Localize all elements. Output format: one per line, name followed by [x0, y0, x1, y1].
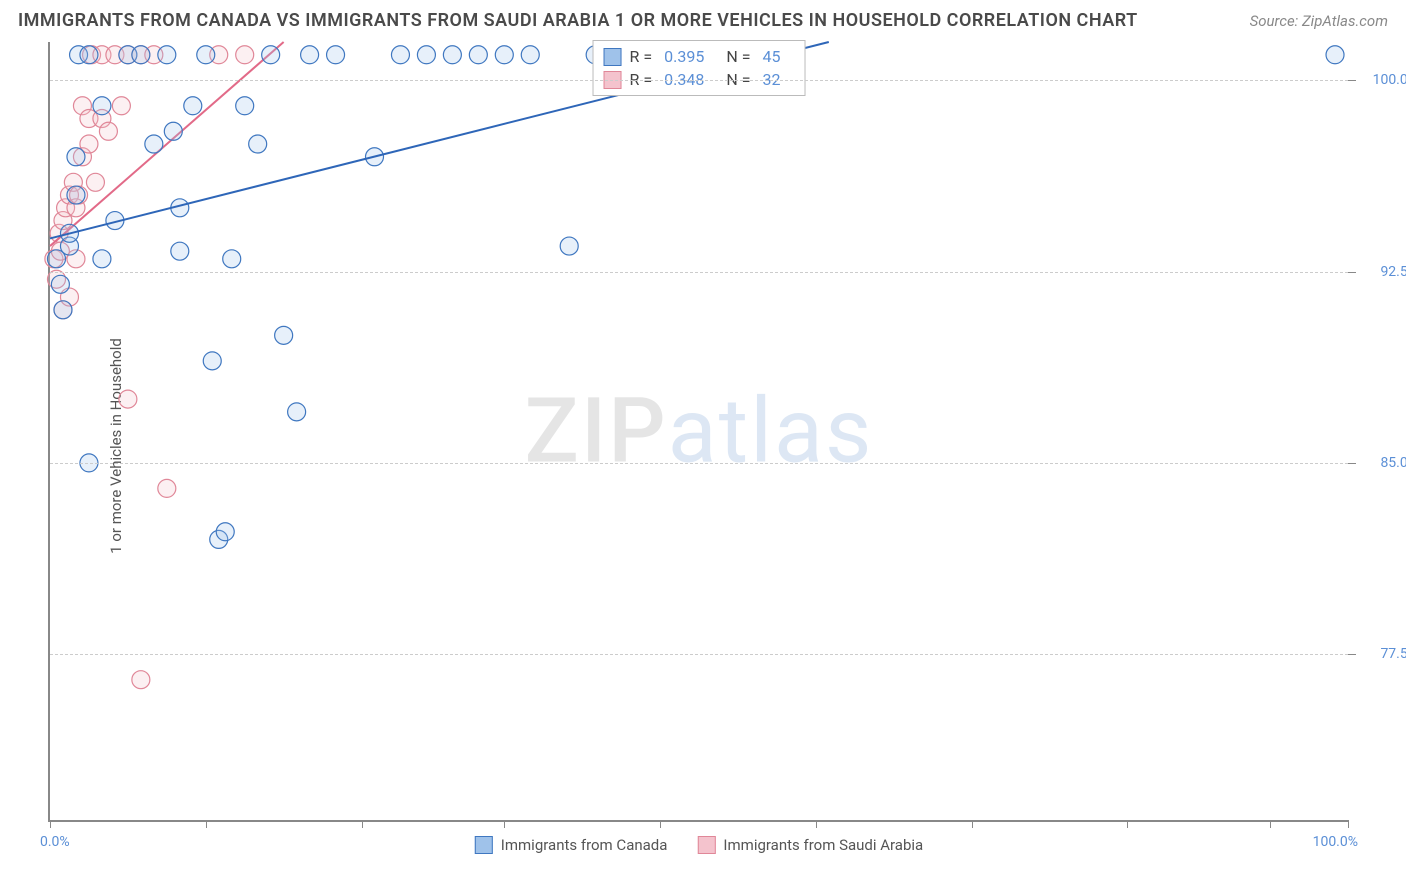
data-point-saudi — [86, 173, 104, 191]
data-point-saudi — [112, 97, 130, 115]
gridline — [50, 463, 1348, 464]
data-point-canada — [560, 237, 578, 255]
data-point-canada — [216, 523, 234, 541]
x-tick — [816, 820, 817, 828]
data-point-canada — [171, 242, 189, 260]
data-point-canada — [93, 97, 111, 115]
data-point-canada — [184, 97, 202, 115]
data-point-canada — [262, 46, 280, 64]
n-value-canada: 45 — [762, 47, 780, 66]
y-tick-label: 85.0% — [1358, 455, 1406, 471]
data-point-canada — [495, 46, 513, 64]
y-tick — [1348, 80, 1356, 81]
data-point-canada — [469, 46, 487, 64]
data-point-canada — [197, 46, 215, 64]
data-point-canada — [145, 135, 163, 153]
x-tick — [206, 820, 207, 828]
y-tick-label: 77.5% — [1358, 646, 1406, 662]
x-tick — [1127, 820, 1128, 828]
data-point-canada — [391, 46, 409, 64]
data-point-canada — [443, 46, 461, 64]
data-point-saudi — [158, 479, 176, 497]
data-point-saudi — [236, 46, 254, 64]
swatch-canada — [604, 48, 622, 66]
y-tick — [1348, 272, 1356, 273]
data-point-canada — [327, 46, 345, 64]
x-tick — [50, 820, 51, 828]
x-tick — [504, 820, 505, 828]
x-tick — [660, 820, 661, 828]
data-point-canada — [67, 148, 85, 166]
data-point-canada — [288, 403, 306, 421]
x-tick — [1348, 820, 1349, 828]
y-tick-label: 100.0% — [1358, 72, 1406, 88]
data-point-saudi — [132, 671, 150, 689]
data-point-canada — [301, 46, 319, 64]
data-point-canada — [275, 326, 293, 344]
x-tick — [362, 820, 363, 828]
source-attribution: Source: ZipAtlas.com — [1250, 12, 1388, 30]
legend-label-canada: Immigrants from Canada — [501, 836, 668, 854]
stats-row-canada: R = 0.395 N = 45 — [604, 45, 795, 68]
data-point-canada — [1326, 46, 1344, 64]
r-label: R = — [630, 47, 653, 66]
x-max-label: 100.0% — [1313, 834, 1358, 850]
y-tick — [1348, 654, 1356, 655]
data-point-canada — [93, 250, 111, 268]
legend-item-saudi: Immigrants from Saudi Arabia — [697, 836, 923, 854]
chart-svg — [50, 42, 1348, 820]
x-tick — [1270, 820, 1271, 828]
gridline — [50, 654, 1348, 655]
data-point-canada — [54, 301, 72, 319]
data-point-canada — [67, 186, 85, 204]
bottom-legend: Immigrants from Canada Immigrants from S… — [475, 836, 923, 854]
r-value-canada: 0.395 — [664, 47, 704, 66]
y-tick-label: 92.5% — [1358, 264, 1406, 280]
data-point-canada — [203, 352, 221, 370]
y-tick — [1348, 463, 1356, 464]
data-point-canada — [51, 275, 69, 293]
data-point-canada — [236, 97, 254, 115]
swatch-canada — [475, 836, 493, 854]
data-point-canada — [158, 46, 176, 64]
x-tick — [972, 820, 973, 828]
data-point-canada — [521, 46, 539, 64]
legend-item-canada: Immigrants from Canada — [475, 836, 668, 854]
n-label: N = — [726, 47, 750, 66]
gridline — [50, 80, 1348, 81]
legend-label-saudi: Immigrants from Saudi Arabia — [723, 836, 923, 854]
chart-title: IMMIGRANTS FROM CANADA VS IMMIGRANTS FRO… — [18, 10, 1138, 31]
data-point-canada — [249, 135, 267, 153]
data-point-saudi — [119, 390, 137, 408]
plot-area: ZIPatlas R = 0.395 N = 45 R = 0.348 N = … — [48, 42, 1348, 822]
data-point-canada — [223, 250, 241, 268]
stats-legend-box: R = 0.395 N = 45 R = 0.348 N = 32 — [593, 40, 806, 96]
data-point-canada — [132, 46, 150, 64]
swatch-saudi — [697, 836, 715, 854]
data-point-saudi — [99, 122, 117, 140]
gridline — [50, 272, 1348, 273]
data-point-canada — [164, 122, 182, 140]
data-point-canada — [417, 46, 435, 64]
x-min-label: 0.0% — [40, 834, 70, 850]
data-point-canada — [80, 46, 98, 64]
